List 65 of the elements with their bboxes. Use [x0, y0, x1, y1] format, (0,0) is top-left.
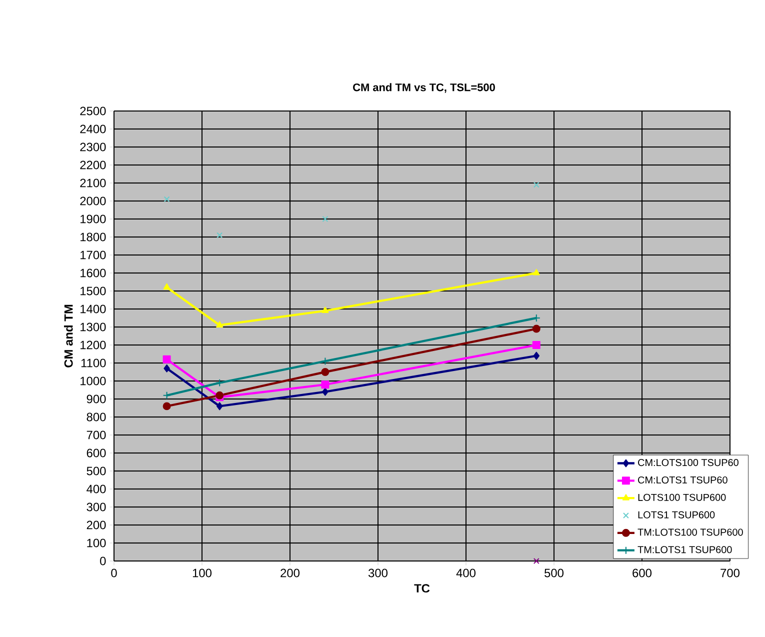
y-tick-label: 1000	[80, 376, 106, 386]
legend-label: TM:LOTS1 TSUP600	[638, 546, 732, 554]
y-tick-label: 2000	[80, 196, 106, 206]
y-tick-label: 2300	[80, 142, 106, 152]
y-tick-label: 400	[86, 484, 106, 494]
y-tick-label: 2100	[80, 178, 106, 188]
point	[532, 324, 540, 333]
point	[216, 232, 223, 238]
x-tick-label: 500	[544, 568, 564, 578]
point	[322, 306, 329, 314]
y-tick-label: 2400	[80, 124, 106, 134]
point	[533, 558, 540, 564]
x-tick-label: 400	[456, 568, 476, 578]
point	[162, 355, 171, 364]
y-tick-label: 1800	[80, 232, 106, 242]
y-tick-label: 1500	[80, 286, 106, 296]
point	[321, 380, 330, 389]
legend-label: TM:LOTS100 TSUP600	[638, 528, 743, 536]
point	[164, 196, 170, 202]
point	[321, 357, 330, 366]
point	[322, 216, 328, 222]
point	[533, 182, 540, 188]
x-axis-title: TC	[414, 584, 430, 593]
x-tick-label: 0	[111, 568, 117, 578]
point	[163, 283, 170, 290]
y-tick-label: 700	[86, 430, 106, 440]
x-tick-label: 200	[280, 568, 300, 578]
point	[321, 368, 330, 376]
y-tick-label: 1600	[80, 268, 106, 278]
point	[533, 352, 540, 360]
y-axis-title: CM and TM	[64, 304, 73, 368]
legend-label: CM:LOTS1 TSUP60	[638, 476, 728, 484]
point	[164, 364, 170, 372]
legend-label: LOTS1 TSUP600	[638, 511, 715, 518]
point	[162, 402, 171, 410]
legend-label: CM:LOTS100 TSUP60	[638, 459, 738, 466]
point	[532, 269, 540, 276]
point	[216, 321, 224, 328]
chart-title: CM and TM vs TC, TSL=500	[353, 83, 495, 93]
y-tick-label: 600	[86, 448, 106, 458]
point	[322, 388, 328, 396]
point	[532, 341, 540, 349]
y-tick-label: 100	[87, 538, 106, 548]
y-tick-label: 1100	[81, 358, 106, 368]
y-tick-label: 200	[86, 520, 106, 530]
point	[162, 391, 171, 400]
x-tick-label: 600	[632, 568, 652, 578]
x-tick-label: 300	[368, 568, 388, 578]
y-tick-label: 800	[86, 412, 106, 422]
y-tick-label: 2500	[80, 106, 106, 116]
x-tick-label: 100	[192, 568, 212, 578]
y-tick-label: 900	[86, 394, 106, 404]
y-tick-label: 2200	[80, 160, 106, 170]
y-tick-label: 1300	[80, 322, 106, 332]
y-tick-label: 1400	[80, 304, 106, 314]
y-tick-label: 1200	[80, 340, 106, 350]
x-tick-label: 700	[720, 568, 740, 578]
y-tick-label: 500	[86, 466, 106, 476]
y-tick-label: 1700	[80, 250, 106, 260]
point	[216, 402, 223, 410]
y-tick-label: 300	[86, 502, 106, 512]
point	[216, 378, 224, 387]
y-tick-label: 0	[100, 556, 106, 566]
y-tick-label: 1900	[80, 214, 106, 224]
legend-label: LOTS100 TSUP600	[638, 494, 726, 501]
